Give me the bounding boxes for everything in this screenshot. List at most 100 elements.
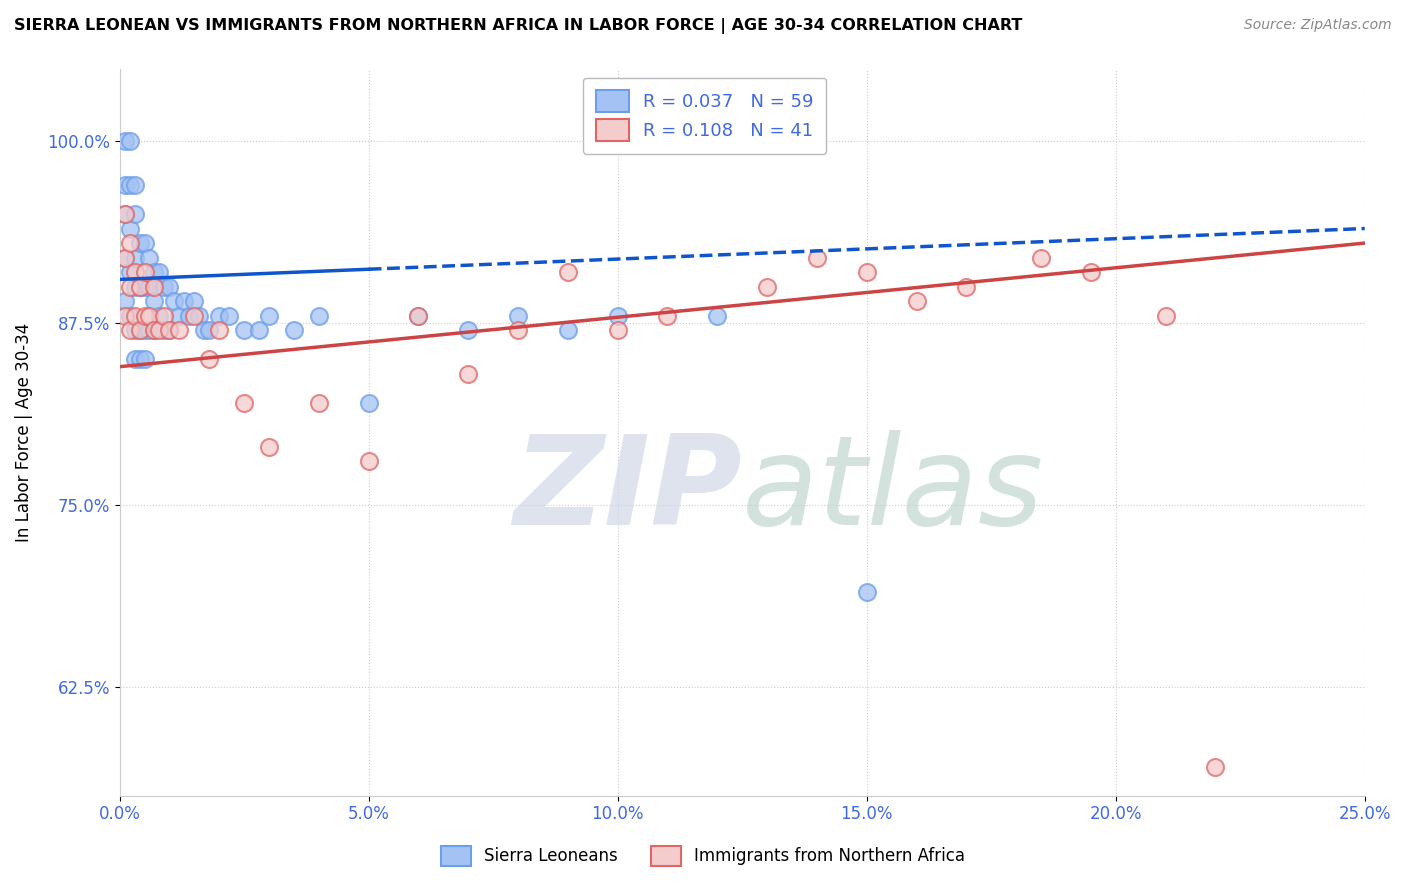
Point [183,309,205,323]
Point [148,309,170,323]
Point [134,279,156,293]
Point [706,309,728,323]
Point [169,323,191,337]
Point [198,352,221,367]
Point [1154,309,1177,323]
Point [118,279,141,293]
Point [128,279,150,293]
Point [124,323,146,337]
Point [157,323,180,337]
Point [188,309,211,323]
Point [138,323,160,337]
Point [134,309,156,323]
Point [457,367,479,381]
Y-axis label: In Labor Force | Age 30-34: In Labor Force | Age 30-34 [15,323,32,541]
Point [124,207,146,221]
Point [134,323,156,337]
Point [128,352,150,367]
Point [179,309,201,323]
Point [606,309,628,323]
Point [134,265,156,279]
Point [308,309,330,323]
Point [118,134,141,148]
Point [118,221,141,235]
Point [198,323,221,337]
Point [138,251,160,265]
Point [138,309,160,323]
Point [128,323,150,337]
Point [1080,265,1102,279]
Point [247,323,270,337]
Point [148,323,170,337]
Point [114,178,136,192]
Point [153,323,176,337]
Point [506,323,529,337]
Point [506,309,529,323]
Point [905,294,928,309]
Point [138,279,160,293]
Point [124,352,146,367]
Point [806,251,828,265]
Point [114,207,136,221]
Point [118,309,141,323]
Point [143,279,166,293]
Point [855,585,877,599]
Point [124,279,146,293]
Point [124,265,146,279]
Point [157,323,180,337]
Point [114,134,136,148]
Point [233,323,256,337]
Point [283,323,305,337]
Point [128,235,150,250]
Point [124,178,146,192]
Point [128,323,150,337]
Point [855,265,877,279]
Point [148,265,170,279]
Point [163,294,186,309]
Point [114,251,136,265]
Text: Source: ZipAtlas.com: Source: ZipAtlas.com [1244,18,1392,32]
Point [257,440,280,454]
Legend: Sierra Leoneans, Immigrants from Northern Africa: Sierra Leoneans, Immigrants from Norther… [427,832,979,880]
Point [114,207,136,221]
Point [193,323,215,337]
Point [118,265,141,279]
Point [208,309,231,323]
Point [153,309,176,323]
Point [143,323,166,337]
Point [134,352,156,367]
Point [134,235,156,250]
Point [128,279,150,293]
Point [657,309,679,323]
Point [153,279,176,293]
Point [183,294,205,309]
Point [208,323,231,337]
Point [557,265,579,279]
Point [143,265,166,279]
Point [143,323,166,337]
Point [1204,759,1226,773]
Point [118,235,141,250]
Point [114,251,136,265]
Point [257,309,280,323]
Point [173,294,195,309]
Point [124,251,146,265]
Text: SIERRA LEONEAN VS IMMIGRANTS FROM NORTHERN AFRICA IN LABOR FORCE | AGE 30-34 COR: SIERRA LEONEAN VS IMMIGRANTS FROM NORTHE… [14,18,1022,34]
Text: ZIP: ZIP [513,430,742,551]
Point [308,396,330,410]
Point [218,309,240,323]
Point [357,454,380,468]
Point [114,294,136,309]
Point [233,396,256,410]
Legend: R = 0.037   N = 59, R = 0.108   N = 41: R = 0.037 N = 59, R = 0.108 N = 41 [583,78,827,154]
Point [408,309,430,323]
Point [143,294,166,309]
Point [124,309,146,323]
Point [457,323,479,337]
Text: atlas: atlas [742,430,1045,551]
Point [408,309,430,323]
Point [606,323,628,337]
Point [169,309,191,323]
Point [955,279,977,293]
Point [357,396,380,410]
